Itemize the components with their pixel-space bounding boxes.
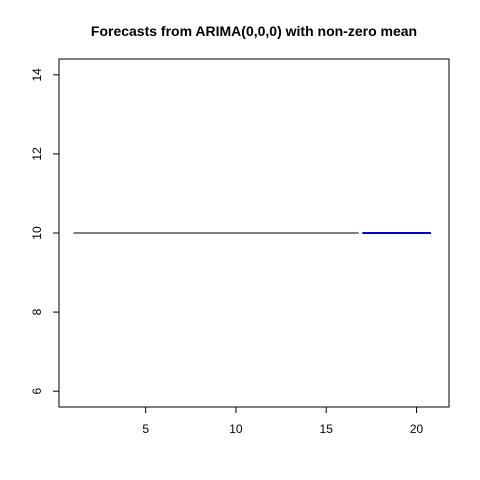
y-tick-label: 6: [30, 388, 44, 395]
y-tick-label: 8: [30, 308, 44, 315]
x-tick-label: 15: [320, 422, 334, 436]
x-tick-label: 20: [410, 422, 424, 436]
y-tick-label: 10: [30, 226, 44, 240]
x-axis: 5 10 15 20: [142, 407, 423, 436]
y-tick-label: 14: [30, 68, 44, 82]
chart-title: Forecasts from ARIMA(0,0,0) with non-zer…: [91, 23, 417, 39]
y-axis: 6 8 10 12 14: [30, 68, 59, 395]
y-tick-label: 12: [30, 147, 44, 161]
x-tick-label: 10: [229, 422, 243, 436]
x-tick-label: 5: [142, 422, 149, 436]
